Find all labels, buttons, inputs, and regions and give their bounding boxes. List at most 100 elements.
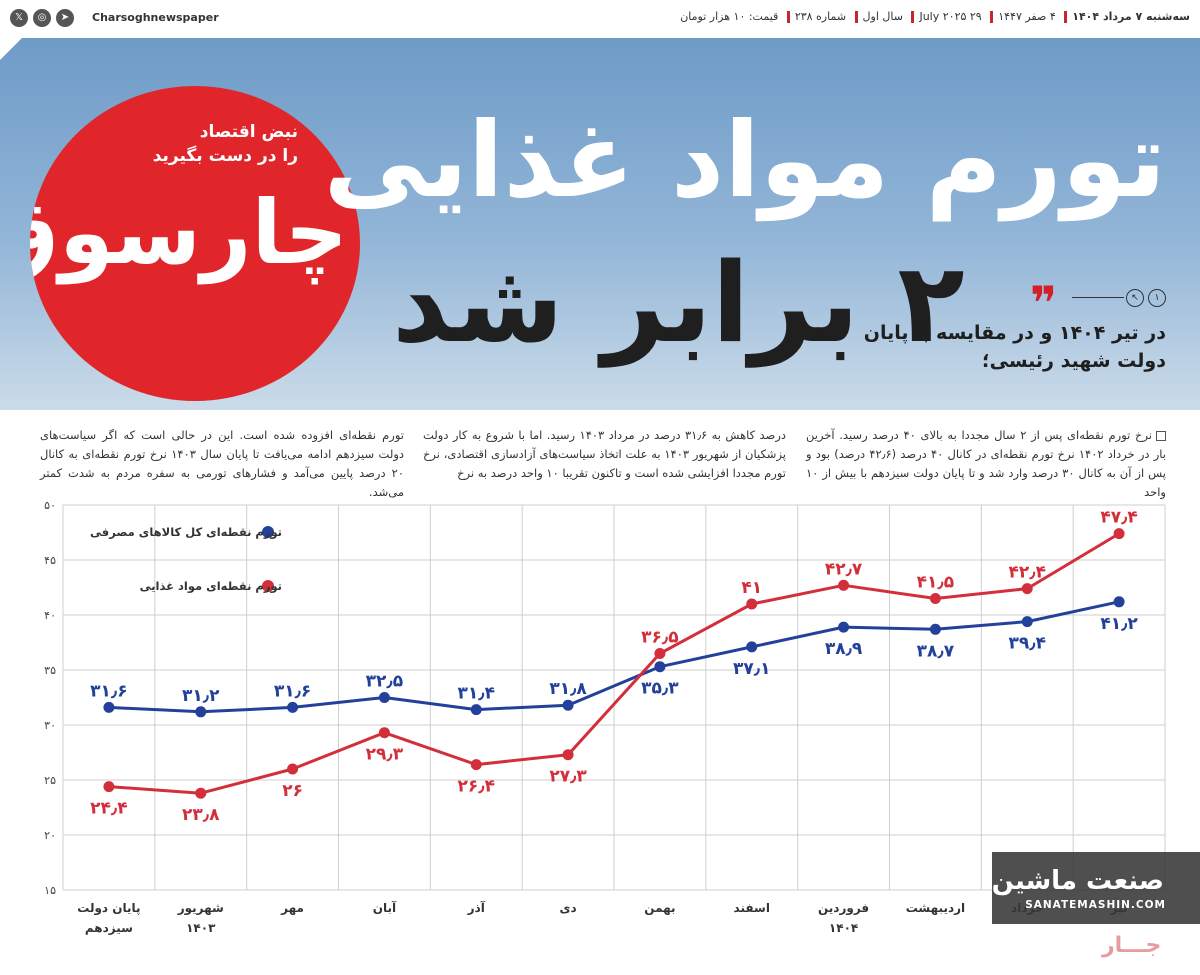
data-point [1021,616,1033,628]
date-gregorian: ۲۹ July ۲۰۲۵ [919,10,982,23]
watermark-url: SANATEMASHIN.COM [1025,899,1166,911]
data-label: ۳۹٫۴ [1009,634,1046,654]
data-label: ۴۲٫۷ [825,559,863,579]
logo-name: چارسوق [30,181,352,284]
y-tick-label: ۵۰ [44,499,56,512]
x-tick-label: آذر [467,900,486,915]
telegram-icon[interactable]: ➤ [56,9,74,27]
data-point [195,787,207,799]
data-label: ۳۶٫۵ [641,628,678,648]
data-label: ۳۱٫۲ [182,686,220,706]
source-mark: جـــار [1102,933,1162,958]
data-point [929,593,941,604]
data-point [103,701,115,713]
x-tick-label: بهمن [644,901,675,915]
price-label: قیمت: ۱۰ هزار تومان [680,10,779,23]
x-tick-label: اسفند [734,901,770,915]
x-tick-label: شهریور [177,901,224,916]
data-point [654,661,666,673]
logo-slogan-line1: نبض اقتصاد [199,122,298,142]
instagram-icon[interactable]: ◎ [33,9,51,27]
data-point [1113,596,1125,608]
arrow-badge-icon: ↖ [1126,289,1144,307]
data-label: ۳۱٫۶ [274,681,311,701]
series-line-food [108,532,1120,795]
x-tick-label: ۱۴۰۴ [829,921,858,935]
quote-marks-icon: ❞ [1030,276,1057,330]
data-label: ۴۱٫۲ [1100,614,1138,634]
data-label: ۳۱٫۸ [549,679,587,699]
y-tick-label: ۳۵ [44,664,56,677]
article-paragraph-2: درصد کاهش به ۳۱٫۶ درصد در مرداد ۱۴۰۳ رسی… [423,428,786,480]
data-point [195,706,207,718]
headline-line2: ۲ برابر شد [392,239,965,367]
corner-tab [0,38,22,60]
y-tick-label: ۲۵ [44,774,56,787]
headline-line1: تورم مواد غذایی [323,99,1166,221]
data-point [378,727,390,739]
x-tick-label: پایان دولت [77,901,140,916]
watermark: صنعت ماشین SANATEMASHIN.COM [992,852,1200,924]
data-label: ۳۱٫۴ [458,684,495,704]
data-label: ۲۳٫۸ [182,805,220,825]
top-bar: 𝕏 ◎ ➤ Charsoghnewspaper سه‌شنبه ۷ مرداد … [0,0,1200,38]
data-point [1113,528,1125,540]
x-tick-label: سیزدهم [85,921,133,935]
data-point [929,623,941,635]
x-icon[interactable]: 𝕏 [10,9,28,27]
data-point [287,701,299,713]
x-tick-label: آبان [373,900,397,915]
data-label: ۳۸٫۷ [917,641,955,661]
series-line-total [108,600,1120,714]
legend-label: تورم نقطه‌ای کل کالاهای مصرفی [90,525,282,540]
quote-divider [1072,297,1124,298]
data-point [470,759,482,771]
subtitle-line2: دولت شهید رئیسی؛ [982,350,1166,372]
data-label: ۳۱٫۶ [90,681,127,701]
newspaper-logo: نبض اقتصاد را در دست بگیرید چارسوق [30,86,360,401]
x-tick-label: اردیبهشت [906,901,965,915]
site-name[interactable]: Charsoghnewspaper [92,11,219,24]
data-label: ۴۱٫۵ [917,573,954,593]
quote-badges: ↖ ۱ [1126,289,1166,307]
subtitle-line1: در تیر ۱۴۰۴ و در مقایسه با پایان [863,322,1166,344]
issue-number: شماره ۲۳۸ [794,10,847,23]
date-hijri: ۴ صفر ۱۴۴۷ [998,10,1056,23]
y-tick-label: ۴۰ [44,609,56,622]
data-label: ۳۷٫۱ [733,659,770,679]
number-badge: ۱ [1148,289,1166,307]
data-label: ۲۹٫۳ [366,745,404,765]
data-point [1021,583,1033,595]
data-point [378,692,390,703]
data-point [287,763,299,775]
data-point [838,579,850,591]
data-point [103,781,115,793]
article-paragraph-3: تورم نقطه‌ای افزوده شده است. این در حالی… [40,428,404,499]
legend-label: تورم نقطه‌ای مواد غذایی [140,579,282,594]
data-label: ۳۸٫۹ [825,639,863,659]
social-links: 𝕏 ◎ ➤ [10,9,74,27]
x-tick-label: ۱۴۰۳ [186,921,216,935]
logo-slogan-line2: را در دست بگیرید [152,146,298,166]
article-paragraph-1: نرخ تورم نقطه‌ای پس از ۲ سال مجددا به با… [806,426,1166,502]
issue-info: سه‌شنبه ۷ مرداد ۱۴۰۴ ۴ صفر ۱۴۴۷ ۲۹ July … [680,10,1190,23]
data-point [470,704,482,716]
data-label: ۳۲٫۵ [366,672,403,692]
data-label: ۴۲٫۴ [1009,563,1046,583]
data-point [838,621,850,633]
data-label: ۴۷٫۴ [1100,508,1137,528]
data-point [746,641,758,653]
data-label: ۲۶ [282,781,303,801]
data-point [746,598,758,610]
legend-marker [262,580,274,592]
data-label: ۲۴٫۴ [90,799,127,819]
y-tick-label: ۲۰ [44,829,56,842]
data-label: ۲۶٫۴ [458,777,495,797]
x-tick-label: مهر [280,901,304,915]
data-point [562,749,574,761]
date-persian: سه‌شنبه ۷ مرداد ۱۴۰۴ [1072,10,1190,23]
x-tick-label: دی [560,901,577,915]
year-label: سال اول [862,10,903,23]
data-label: ۳۵٫۳ [641,679,679,699]
x-tick-label: فروردین [818,901,869,916]
